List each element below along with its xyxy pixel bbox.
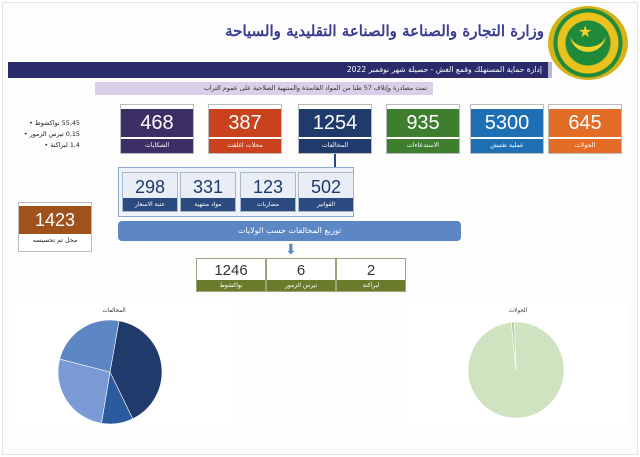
breakdown-label: مضاربات xyxy=(241,198,295,211)
region-label: لبراكنة xyxy=(337,280,405,291)
violations-pie-chart xyxy=(57,319,163,425)
connector-line xyxy=(334,154,336,167)
kpi-label: الشكايات xyxy=(121,139,193,153)
region-brakna: 2 لبراكنة xyxy=(336,258,406,292)
kpi-value: 935 xyxy=(387,109,459,137)
region-value: 1246 xyxy=(214,262,248,279)
kpi-value: 1254 xyxy=(299,109,371,137)
regions-distribution-title: توزيع المخالفات حسب الولايات xyxy=(118,221,461,241)
breakdown-value: 123 xyxy=(252,177,284,197)
breakdown-price-threshold: 298 عتبة الاسعار xyxy=(122,172,178,212)
region-tiris-zemmour: 6 تيرس الزمور xyxy=(266,258,336,292)
kpi-card-complaints: 468 الشكايات xyxy=(120,104,194,154)
kpi-card-summons: 935 الاستدعاءات xyxy=(386,104,460,154)
awareness-value: 1423 xyxy=(19,206,91,234)
list-item: 0,15 تيرس الزمور xyxy=(18,129,80,140)
kpi-value: 5300 xyxy=(471,109,543,137)
breakdown-label: مواد منتهية xyxy=(181,198,235,211)
pie-slice xyxy=(109,320,163,420)
list-item: 55,45 نواكشوط xyxy=(18,118,80,129)
kpi-label: المخالفات xyxy=(299,139,371,153)
region-value: 6 xyxy=(296,262,306,279)
arrow-down-icon: ⬇ xyxy=(285,242,297,258)
kpi-value: 387 xyxy=(209,109,281,137)
region-nouakchott: 1246 نواكشوط xyxy=(196,258,266,292)
kpi-card-inspections: 5300 عملية تفتيش xyxy=(470,104,544,154)
kpi-card-tours: 645 الجولات xyxy=(548,104,622,154)
region-label: تيرس الزمور xyxy=(267,280,335,291)
kpi-value: 468 xyxy=(121,109,193,137)
breakdown-invoices: 502 الفواتير xyxy=(298,172,354,212)
tours-pie-chart xyxy=(467,321,565,419)
seized-by-region-list: 55,45 نواكشوط 0,15 تيرس الزمور 1,4 لبراك… xyxy=(18,118,80,151)
kpi-label: الجولات xyxy=(549,139,621,153)
crescent-icon xyxy=(570,30,606,52)
violations-pie-panel: المخالفات xyxy=(14,304,234,426)
breakdown-label: عتبة الاسعار xyxy=(123,198,177,211)
breakdown-expired-goods: 331 مواد منتهية xyxy=(180,172,236,212)
pie-slice xyxy=(59,319,120,373)
list-item: 1,4 لبراكنة xyxy=(18,140,80,151)
report-subtitle-bar: إدارة حماية المستهلك وقمع الغش - حصيلة ش… xyxy=(8,62,552,78)
pie-slice xyxy=(510,321,517,371)
awareness-shops-card: 1423 محل تم تحسيسه xyxy=(18,202,92,252)
kpi-value: 645 xyxy=(549,109,621,137)
pie-slice xyxy=(57,358,111,424)
region-value: 2 xyxy=(366,262,376,279)
region-label: نواكشوط xyxy=(197,280,265,291)
kpi-card-closed-shops: 387 محلات اغلقت xyxy=(208,104,282,154)
kpi-label: محلات اغلقت xyxy=(209,139,281,153)
kpi-label: عملية تفتيش xyxy=(471,139,543,153)
breakdown-speculation: 123 مضاربات xyxy=(240,172,296,212)
breakdown-value: 331 xyxy=(192,177,224,197)
kpi-card-violations: 1254 المخالفات xyxy=(298,104,372,154)
breakdown-label: الفواتير xyxy=(299,198,353,211)
seized-goods-note: تمت مصادرة وإتلاف 57 طنا من المواد الفاس… xyxy=(95,82,433,95)
ministry-seal-logo: ★ xyxy=(548,6,628,80)
tours-pie-panel: الجولات xyxy=(408,304,628,426)
chart-title: الجولات xyxy=(508,308,528,314)
kpi-label: الاستدعاءات xyxy=(387,139,459,153)
breakdown-value: 298 xyxy=(134,177,166,197)
awareness-label: محل تم تحسيسه xyxy=(32,237,78,244)
ministry-title: وزارة التجارة والصناعة والصناعة التقليدي… xyxy=(225,22,544,40)
breakdown-value: 502 xyxy=(310,177,342,197)
chart-title: المخالفات xyxy=(102,308,126,314)
